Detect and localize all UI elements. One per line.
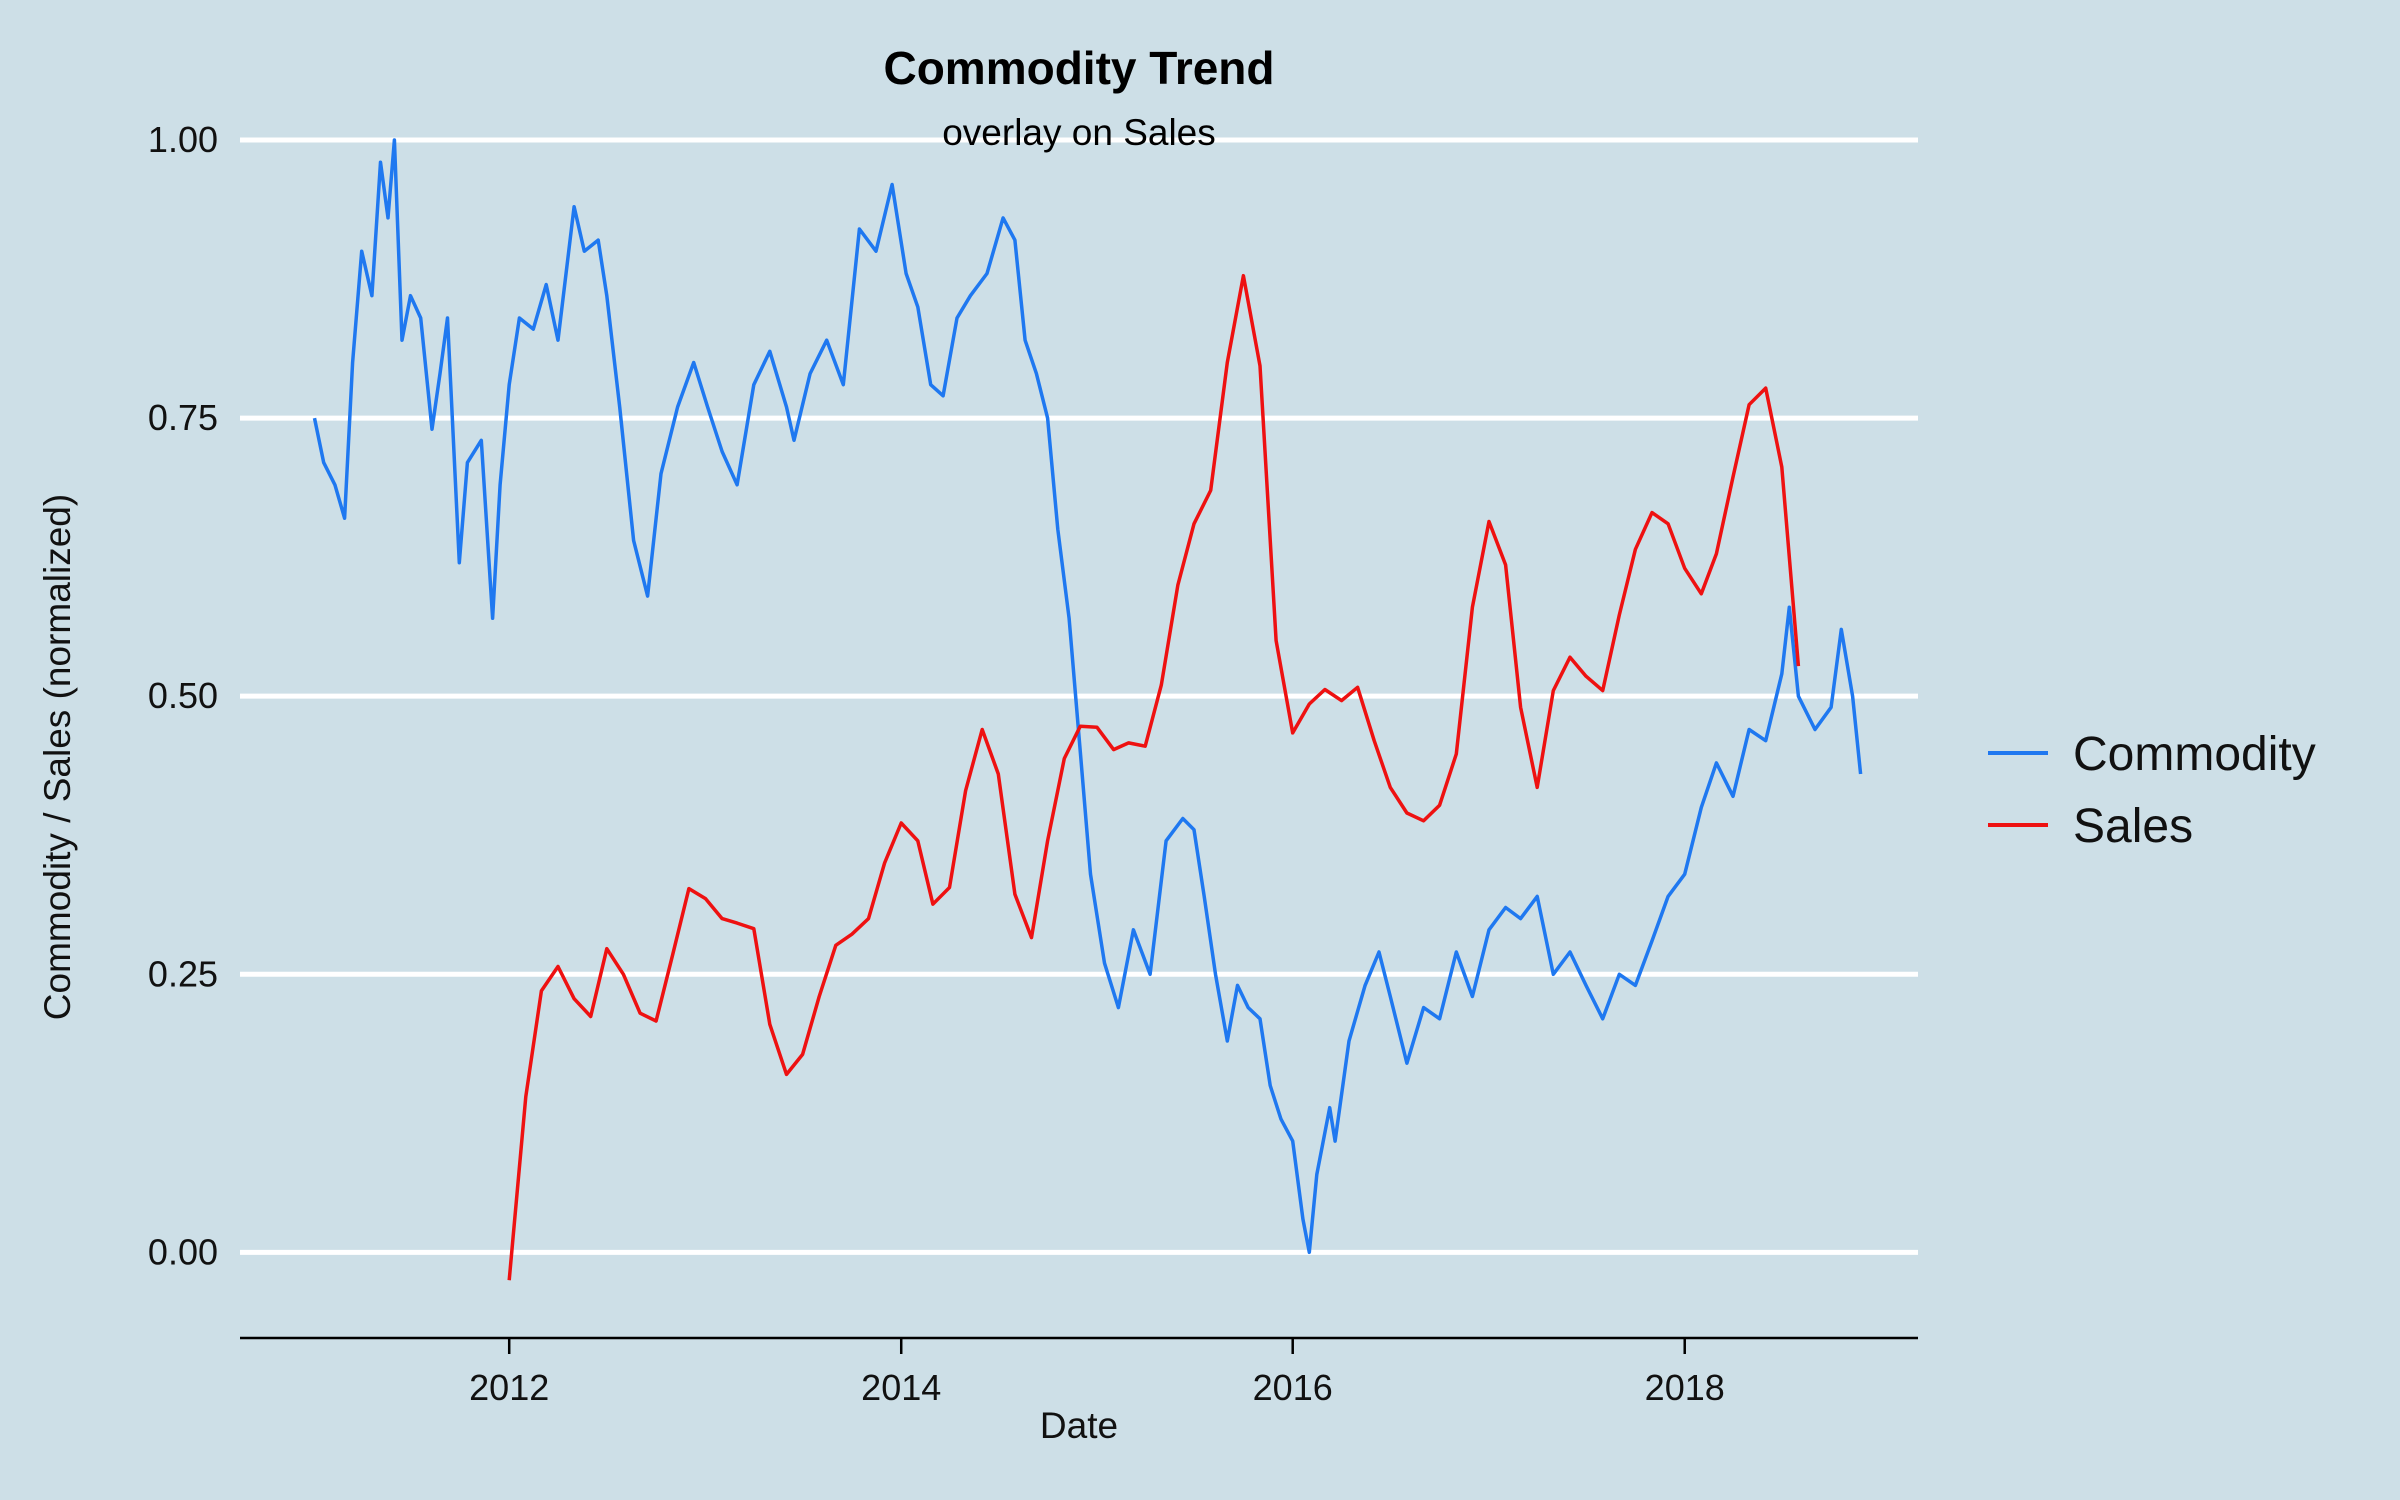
series-line-sales xyxy=(507,273,1801,1281)
chart-subtitle: overlay on Sales xyxy=(942,112,1216,153)
legend-label-commodity: Commodity xyxy=(2073,728,2316,781)
x-axis-title: Date xyxy=(1040,1405,1118,1446)
y-axis: 0.00 0.25 0.50 0.75 1.00 xyxy=(148,119,218,1272)
y-tick-label: 0.25 xyxy=(148,953,218,994)
x-tick-label: 2016 xyxy=(1253,1367,1333,1408)
y-tick-label: 0.00 xyxy=(148,1231,218,1272)
x-tick-label: 2014 xyxy=(861,1367,941,1408)
legend-label-sales: Sales xyxy=(2073,800,2193,853)
x-tick-label: 2018 xyxy=(1645,1367,1725,1408)
series-layer xyxy=(312,138,1863,1281)
series-line-commodity xyxy=(312,138,1863,1255)
x-axis: 2012 2014 2016 2018 xyxy=(469,1338,1725,1408)
legend: Commodity Sales xyxy=(1988,728,2316,853)
y-tick-label: 1.00 xyxy=(148,119,218,160)
x-tick-label: 2012 xyxy=(469,1367,549,1408)
chart-title: Commodity Trend xyxy=(883,42,1274,94)
y-axis-title: Commodity / Sales (normalized) xyxy=(37,494,78,1020)
y-tick-label: 0.50 xyxy=(148,675,218,716)
y-tick-label: 0.75 xyxy=(148,397,218,438)
